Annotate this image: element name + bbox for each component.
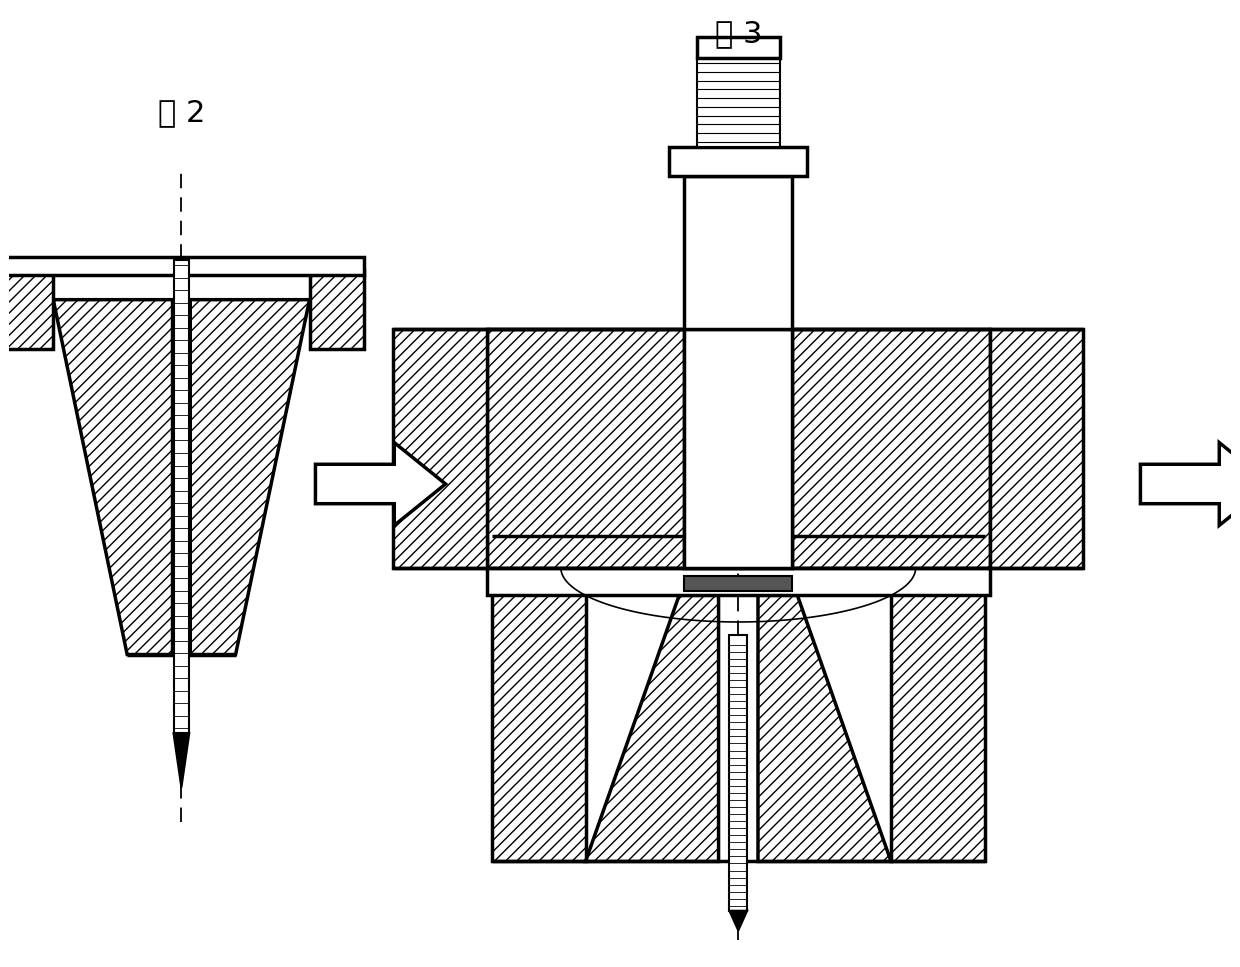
Polygon shape xyxy=(892,537,985,862)
Polygon shape xyxy=(792,329,990,568)
Polygon shape xyxy=(697,58,780,147)
Polygon shape xyxy=(729,911,748,930)
Polygon shape xyxy=(0,257,363,275)
Polygon shape xyxy=(1141,443,1240,525)
Polygon shape xyxy=(393,329,487,568)
Polygon shape xyxy=(758,596,892,862)
Polygon shape xyxy=(53,300,172,655)
Polygon shape xyxy=(492,537,585,862)
Polygon shape xyxy=(585,596,718,862)
Polygon shape xyxy=(684,176,792,329)
Polygon shape xyxy=(310,270,363,349)
Polygon shape xyxy=(174,733,190,787)
Polygon shape xyxy=(990,329,1084,568)
Polygon shape xyxy=(0,270,53,349)
Polygon shape xyxy=(487,329,684,568)
Polygon shape xyxy=(670,147,807,176)
Text: 图 2: 图 2 xyxy=(157,98,205,127)
Polygon shape xyxy=(684,329,792,568)
Text: 图 3: 图 3 xyxy=(714,19,763,48)
Polygon shape xyxy=(697,37,780,58)
Polygon shape xyxy=(315,443,445,525)
Polygon shape xyxy=(487,568,990,596)
Polygon shape xyxy=(190,300,310,655)
Polygon shape xyxy=(174,260,190,733)
Polygon shape xyxy=(729,634,748,911)
Polygon shape xyxy=(684,575,792,592)
